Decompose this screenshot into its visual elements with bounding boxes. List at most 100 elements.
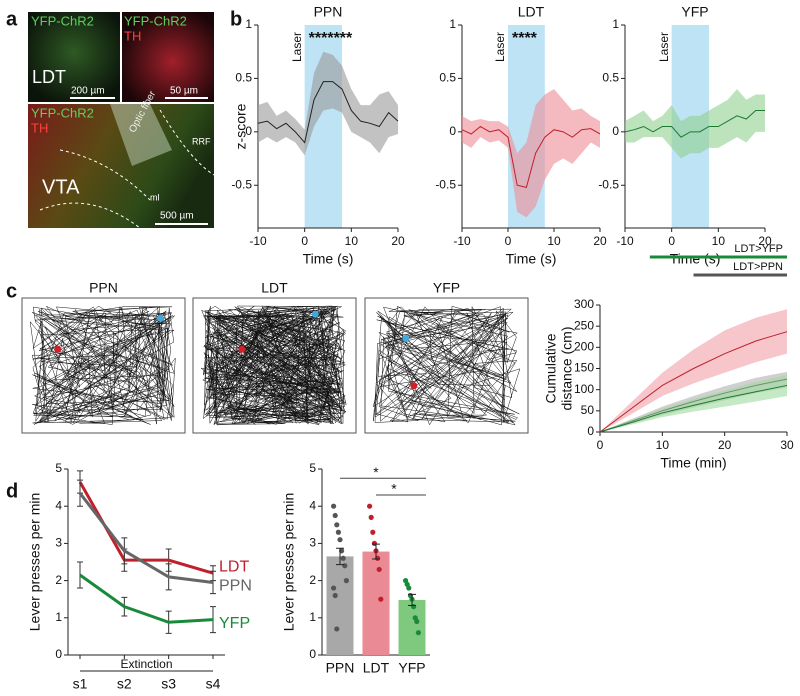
x-tick-label: 0: [597, 438, 604, 452]
error-bar: [372, 543, 380, 560]
y-tick-label: 50: [581, 403, 595, 417]
arena-title: LDT: [261, 280, 288, 296]
group-label: Extinction: [120, 657, 172, 671]
y-tick-label: 200: [574, 340, 594, 354]
x-tick-label: 0: [505, 234, 512, 248]
x-tick-label: 30: [780, 438, 794, 452]
y-tick-label: 100: [574, 382, 594, 396]
y-tick-label: 1: [309, 610, 316, 624]
scale-label: 200 µm: [71, 86, 105, 97]
data-point: [367, 503, 373, 509]
x-tick-label: -10: [453, 234, 471, 248]
sig-label: LDT>PPN: [733, 261, 783, 273]
bar: [362, 551, 390, 655]
x-axis-label: Time (min): [660, 455, 726, 471]
panel-letter: d: [6, 480, 18, 502]
x-axis-label: Time (s): [670, 251, 721, 267]
y-tick-label: -0.5: [435, 177, 456, 191]
x-tick-label: s1: [73, 676, 88, 692]
y-axis-label: Lever presses per min: [27, 493, 43, 632]
x-axis-label: Time (s): [506, 251, 557, 267]
data-point: [368, 514, 374, 520]
trajectory: [200, 305, 347, 426]
y-tick-label: 3: [55, 536, 62, 550]
series-label: LDT: [219, 558, 249, 575]
data-point: [370, 529, 376, 535]
y-tick-label: 0: [587, 424, 594, 438]
error-band: [462, 89, 600, 218]
x-tick-label: 20: [758, 234, 772, 248]
significance: *******: [309, 30, 353, 47]
data-point: [415, 630, 421, 636]
x-tick-label: 10: [712, 234, 726, 248]
data-point: [332, 592, 338, 599]
chart-title: YFP: [681, 4, 708, 20]
scale-label: 500 µm: [160, 211, 194, 222]
y-tick-label: 2: [55, 573, 62, 587]
arena: [364, 297, 529, 434]
label: LDT: [32, 67, 66, 87]
x-tick-label: -10: [249, 234, 267, 248]
outline: [39, 109, 215, 229]
laser-label: Laser: [290, 32, 304, 62]
end-dot: [54, 345, 62, 353]
y-tick-label: 0.5: [602, 71, 619, 85]
label: ml: [150, 192, 160, 202]
data-point: [378, 596, 384, 602]
panel-letter: a: [6, 8, 18, 30]
y-tick-label: 5: [309, 461, 316, 475]
panel-letter: b: [230, 8, 242, 30]
x-tick-label: 10: [656, 438, 670, 452]
mean-line: [461, 125, 601, 188]
label: YFP-ChR2: [124, 13, 187, 28]
y-tick-label: 150: [574, 361, 594, 375]
x-tick-label: 10: [345, 234, 359, 248]
y-tick-label: 5: [55, 461, 62, 475]
y-axis-label: distance (cm): [559, 326, 575, 410]
y-tick-label: 4: [309, 498, 316, 512]
label: TH: [124, 28, 141, 43]
significance: ****: [512, 30, 538, 47]
bar: [398, 599, 426, 655]
y-tick-label: 0: [309, 647, 316, 661]
data-point: [414, 618, 420, 625]
micrograph: [28, 12, 120, 102]
error-bar: [408, 593, 416, 607]
bar: [326, 556, 354, 655]
x-tick-label: 10: [547, 234, 561, 248]
scale-label: 50 µm: [170, 86, 198, 97]
x-tick-label: PPN: [326, 660, 355, 676]
laser-label: Laser: [657, 32, 671, 62]
y-tick-label: 2: [309, 573, 316, 587]
arena-title: PPN: [89, 280, 118, 296]
mean-line: [599, 384, 788, 433]
laser-label: Laser: [493, 32, 507, 62]
micrograph: [122, 12, 214, 102]
y-tick-label: 1: [55, 610, 62, 624]
y-tick-label: 1: [245, 17, 252, 31]
data-point: [335, 529, 341, 535]
mean-line: [599, 331, 788, 433]
y-tick-label: 4: [55, 498, 62, 512]
y-tick-label: 3: [309, 536, 316, 550]
start-dot: [402, 335, 410, 342]
line: [79, 573, 214, 624]
data-point: [376, 566, 382, 573]
arena-title: YFP: [433, 280, 460, 296]
y-tick-label: 0.5: [439, 71, 456, 85]
data-point: [334, 522, 340, 528]
x-tick-label: s3: [161, 676, 176, 692]
error-band: [625, 89, 765, 159]
line: [78, 492, 214, 584]
x-axis-label: Time (s): [303, 251, 354, 267]
data-point: [406, 585, 412, 591]
x-tick-label: -10: [616, 234, 634, 248]
error-band: [600, 309, 787, 432]
y-tick-label: 1: [449, 17, 456, 31]
mean-line: [257, 81, 399, 144]
fiber-shape: [110, 104, 172, 166]
panel-a: YFP-ChR2 LDT 200 µm YFP-ChR2 TH 50 µm YF…: [28, 12, 215, 229]
y-tick-label: 0: [55, 647, 62, 661]
label: YFP-ChR2: [31, 105, 94, 120]
